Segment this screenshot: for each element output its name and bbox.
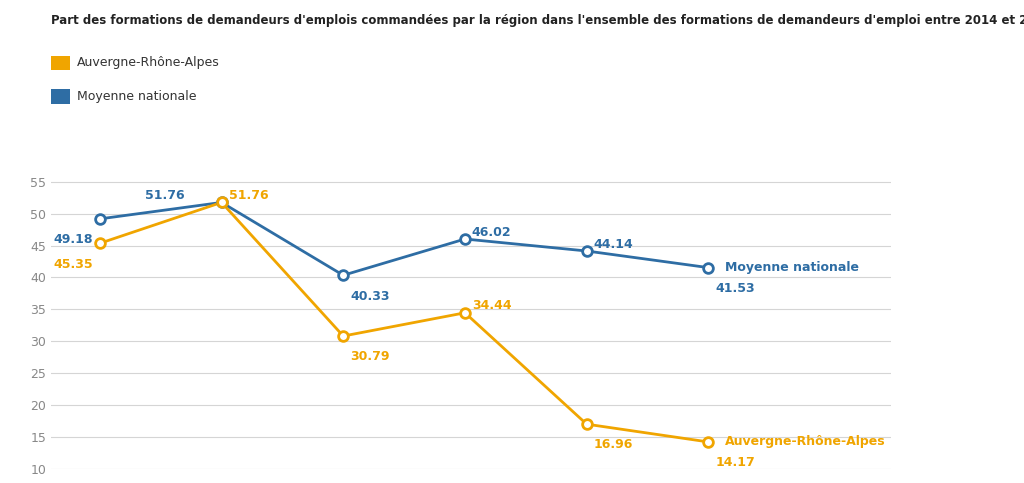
Text: 46.02: 46.02 [472, 226, 512, 239]
Text: Moyenne nationale: Moyenne nationale [77, 90, 197, 103]
Text: 16.96: 16.96 [594, 439, 633, 452]
Text: 45.35: 45.35 [53, 257, 93, 270]
Text: 51.76: 51.76 [145, 189, 184, 202]
Text: 30.79: 30.79 [350, 350, 390, 363]
Text: Auvergne-Rhône-Alpes: Auvergne-Rhône-Alpes [725, 436, 886, 448]
Text: Part des formations de demandeurs d'emplois commandées par la région dans l'ense: Part des formations de demandeurs d'empl… [51, 14, 1024, 28]
Text: 44.14: 44.14 [594, 238, 633, 251]
Text: 51.76: 51.76 [228, 189, 268, 202]
Text: 14.17: 14.17 [716, 456, 755, 469]
Text: Auvergne-Rhône-Alpes: Auvergne-Rhône-Alpes [77, 57, 219, 69]
Text: 34.44: 34.44 [472, 299, 512, 313]
Text: 40.33: 40.33 [350, 290, 390, 302]
Text: 49.18: 49.18 [53, 233, 93, 246]
Text: 41.53: 41.53 [716, 282, 755, 295]
Text: Moyenne nationale: Moyenne nationale [725, 261, 859, 274]
